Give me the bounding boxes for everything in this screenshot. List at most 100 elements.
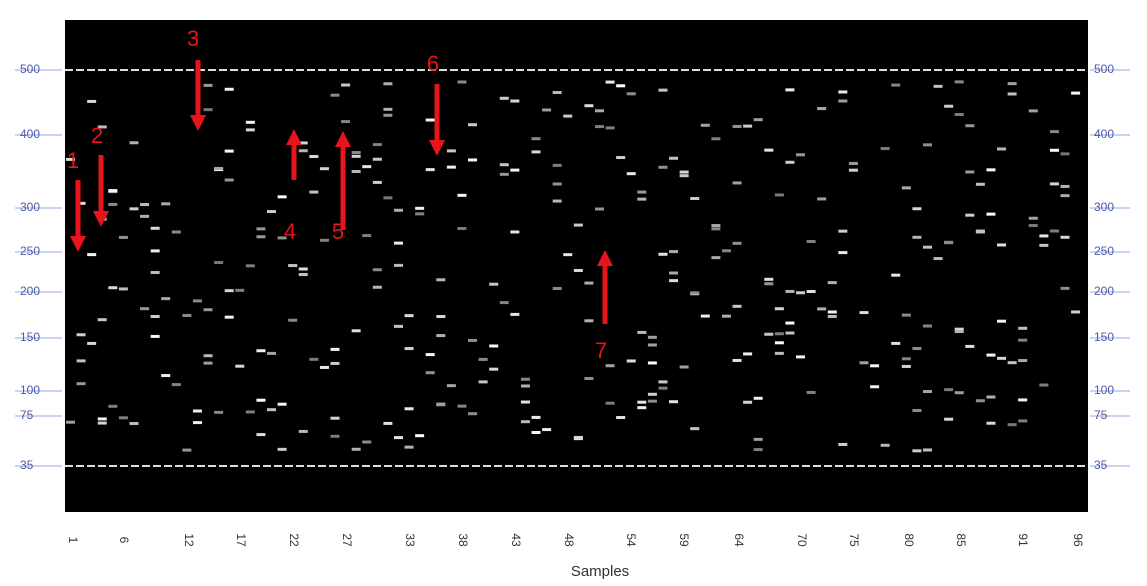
band xyxy=(393,324,403,328)
band xyxy=(753,437,763,441)
band xyxy=(542,108,552,112)
band xyxy=(520,384,530,388)
band xyxy=(129,207,139,211)
band xyxy=(944,104,954,108)
band xyxy=(1039,243,1049,247)
band xyxy=(912,409,922,413)
band xyxy=(965,170,975,174)
band xyxy=(743,352,753,356)
band xyxy=(838,99,848,103)
band xyxy=(1007,423,1017,427)
band xyxy=(690,427,700,431)
band xyxy=(753,448,763,452)
band xyxy=(626,92,636,96)
band xyxy=(605,364,615,368)
band xyxy=(669,271,679,275)
band xyxy=(1028,224,1038,228)
band xyxy=(690,291,700,295)
band xyxy=(827,281,837,285)
band xyxy=(922,448,932,452)
band xyxy=(309,155,319,159)
band xyxy=(753,118,763,122)
band xyxy=(965,124,975,128)
band xyxy=(563,253,573,257)
band xyxy=(796,355,806,359)
band xyxy=(997,356,1007,360)
band xyxy=(362,234,372,238)
band xyxy=(552,163,562,167)
band xyxy=(997,243,1007,247)
band xyxy=(245,128,255,132)
band xyxy=(224,149,234,153)
band xyxy=(552,182,562,186)
band xyxy=(66,420,75,424)
band xyxy=(97,421,107,425)
band xyxy=(267,351,277,355)
band xyxy=(859,361,869,365)
ladder-label-right: 250 xyxy=(1094,244,1114,258)
sample-label: 38 xyxy=(456,533,470,547)
band xyxy=(520,420,530,424)
band xyxy=(161,297,171,301)
band xyxy=(87,99,97,103)
sample-label: 43 xyxy=(509,533,523,547)
band xyxy=(76,333,86,337)
band xyxy=(954,330,964,334)
band xyxy=(975,399,985,403)
sample-label: 96 xyxy=(1071,533,1085,547)
band xyxy=(118,287,128,291)
band xyxy=(129,141,139,145)
ladder-label-left: 150 xyxy=(20,330,40,344)
band xyxy=(986,353,996,357)
band xyxy=(616,156,626,160)
band xyxy=(256,398,266,402)
band xyxy=(774,307,784,311)
band xyxy=(774,341,784,345)
band xyxy=(912,235,922,239)
band xyxy=(743,124,753,128)
annotation-label: 2 xyxy=(91,123,103,148)
band xyxy=(658,380,668,384)
band xyxy=(997,319,1007,323)
band xyxy=(1018,359,1028,363)
band xyxy=(531,150,541,154)
band xyxy=(573,223,583,227)
band xyxy=(446,165,456,169)
band xyxy=(66,157,75,161)
band xyxy=(351,170,361,174)
band xyxy=(732,304,742,308)
band xyxy=(954,113,964,117)
band xyxy=(669,156,679,160)
band xyxy=(436,403,446,407)
band xyxy=(764,148,774,152)
band xyxy=(520,377,530,381)
band xyxy=(277,447,287,451)
ladder-label-right: 200 xyxy=(1094,284,1114,298)
band xyxy=(679,170,689,174)
band xyxy=(806,390,816,394)
band xyxy=(690,197,700,201)
ladder-label-left: 500 xyxy=(20,62,40,76)
band xyxy=(510,230,520,234)
band xyxy=(626,172,636,176)
band xyxy=(679,174,689,178)
band xyxy=(161,374,171,378)
band xyxy=(489,282,499,286)
ladder-label-right: 400 xyxy=(1094,127,1114,141)
band xyxy=(1049,229,1059,233)
band xyxy=(912,207,922,211)
sample-label: 1 xyxy=(66,537,80,544)
band xyxy=(150,334,160,338)
band xyxy=(584,104,594,108)
band xyxy=(192,421,202,425)
ladder-label-right: 35 xyxy=(1094,458,1108,472)
band xyxy=(552,91,562,95)
band xyxy=(637,190,647,194)
band xyxy=(76,359,86,363)
annotation-label: 5 xyxy=(332,219,344,244)
ladder-label-left: 100 xyxy=(20,383,40,397)
band xyxy=(1060,194,1070,198)
ladder-label-left: 250 xyxy=(20,244,40,258)
band xyxy=(393,263,403,267)
